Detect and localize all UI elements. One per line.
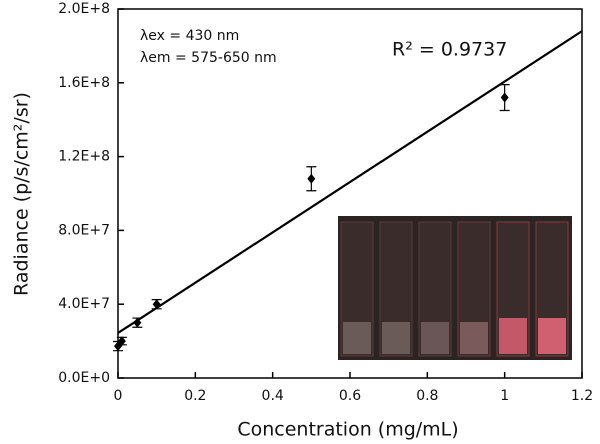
x-tick-label: 0.2 [184, 388, 206, 404]
annotation: R² = 0.9737 [392, 39, 507, 61]
liquid [538, 318, 566, 354]
fit-line [117, 30, 583, 334]
x-tick-label: 1 [500, 388, 509, 404]
point [152, 299, 161, 310]
x-tick-label: 0 [114, 388, 123, 404]
x-tick-label: 0.6 [339, 388, 361, 404]
liquid [343, 322, 371, 354]
liquid [460, 322, 488, 354]
x-tick-label: 0.8 [416, 388, 438, 404]
photo-bg [338, 216, 572, 360]
y-tick-label: 0.0E+0 [58, 370, 110, 386]
y-tick-label: 1.2E+8 [58, 149, 110, 165]
liquid [421, 322, 449, 354]
x-tick-label: 1.2 [571, 388, 593, 404]
point [117, 336, 126, 347]
x-axis-label: Concentration (mg/mL) [237, 419, 458, 441]
y-axis-label: Radiance (p/s/cm²/sr) [11, 92, 33, 296]
y-tick-label: 4.0E+7 [58, 296, 110, 312]
liquid [499, 318, 527, 354]
annotation: λem = 575-650 nm [140, 50, 277, 66]
point [133, 317, 142, 328]
inset-photo [338, 216, 572, 360]
x-tick-label: 0.4 [262, 388, 284, 404]
point [500, 92, 509, 103]
point [307, 173, 316, 184]
liquid [382, 322, 410, 354]
y-tick-label: 8.0E+7 [58, 222, 110, 238]
annotation: λex = 430 nm [140, 28, 239, 44]
y-tick-label: 2.0E+8 [58, 1, 110, 17]
y-tick-label: 1.6E+8 [58, 75, 110, 91]
